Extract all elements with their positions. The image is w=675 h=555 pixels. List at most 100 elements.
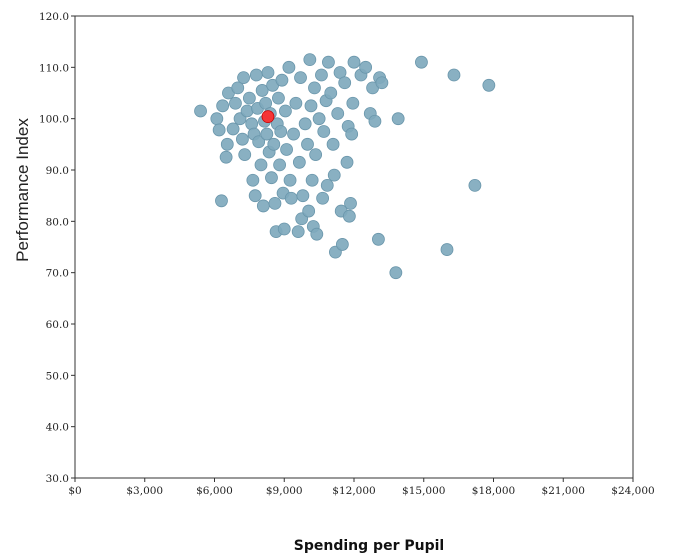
- data-point: [368, 114, 382, 128]
- data-point: [391, 112, 405, 126]
- data-point: [279, 104, 292, 118]
- data-point: [226, 122, 240, 136]
- x-tick-label: $0: [68, 485, 81, 497]
- data-point: [268, 196, 282, 210]
- x-axis-label: Spending per Pupil: [294, 538, 444, 554]
- data-point: [277, 222, 291, 236]
- data-point: [284, 191, 298, 205]
- data-point: [289, 96, 303, 110]
- data-point: [322, 55, 335, 69]
- highlighted-data-point: [261, 110, 275, 124]
- data-point: [248, 189, 262, 203]
- x-tick-label: $18,000: [472, 485, 515, 497]
- data-point: [331, 107, 345, 120]
- x-tick-label: $21,000: [542, 485, 585, 497]
- data-point: [440, 243, 454, 256]
- data-point: [317, 125, 331, 138]
- data-point: [298, 117, 312, 131]
- data-point: [312, 112, 326, 126]
- data-point: [294, 71, 307, 84]
- y-tick-label: 100.0: [39, 114, 69, 126]
- y-tick-label: 60.0: [46, 319, 69, 331]
- data-point: [235, 132, 249, 146]
- data-point: [296, 189, 310, 203]
- data-point: [212, 123, 226, 137]
- data-point: [359, 60, 373, 74]
- data-point: [327, 168, 341, 182]
- y-tick-label: 40.0: [46, 422, 69, 434]
- data-point: [267, 137, 281, 151]
- x-tick-label: $6,000: [196, 485, 233, 497]
- y-axis: 30.0 40.0 50.0 60.0 70.0 80.0 90.0 100.0 110.0 12…: [39, 11, 75, 485]
- y-tick-label: 50.0: [46, 370, 69, 382]
- data-point: [315, 68, 328, 82]
- data-point: [194, 104, 207, 118]
- data-point: [326, 137, 340, 151]
- y-tick-label: 30.0: [46, 473, 69, 485]
- data-point: [372, 232, 385, 246]
- data-point: [310, 227, 324, 241]
- data-point: [231, 81, 245, 95]
- plot-area: [74, 15, 634, 479]
- data-point: [238, 148, 252, 162]
- x-tick-label: $12,000: [332, 485, 375, 497]
- data-point: [316, 191, 330, 205]
- data-point: [237, 71, 250, 84]
- data-point: [261, 66, 275, 79]
- data-point: [304, 99, 318, 113]
- data-point: [275, 73, 289, 87]
- data-point: [229, 96, 242, 110]
- data-point: [256, 199, 270, 213]
- data-point: [242, 91, 256, 105]
- data-point: [249, 68, 263, 82]
- data-point: [274, 125, 288, 138]
- data-point: [344, 196, 357, 210]
- data-point: [282, 60, 296, 74]
- data-point: [302, 204, 316, 218]
- y-tick-label: 90.0: [46, 165, 69, 177]
- data-point: [292, 155, 306, 169]
- data-point: [215, 194, 228, 208]
- data-point: [308, 81, 321, 95]
- data-point: [246, 173, 260, 187]
- data-point: [347, 55, 361, 69]
- data-point: [254, 158, 268, 172]
- data-point: [345, 127, 359, 141]
- data-point: [216, 99, 230, 113]
- data-point: [210, 112, 224, 126]
- y-tick-label: 80.0: [46, 216, 69, 228]
- x-axis: $0 $3,000 $6,000 $9,000 $12,000 $15,000 $18,00…: [68, 478, 655, 497]
- data-point: [338, 76, 352, 90]
- x-tick-label: $3,000: [126, 485, 163, 497]
- y-tick-label: 120.0: [39, 11, 69, 23]
- data-point: [283, 173, 297, 187]
- data-point: [320, 178, 334, 192]
- data-point: [482, 78, 496, 92]
- data-point: [291, 225, 305, 239]
- data-point: [375, 76, 389, 90]
- y-tick-label: 70.0: [46, 268, 69, 280]
- data-point: [219, 150, 233, 164]
- x-tick-label: $15,000: [402, 485, 445, 497]
- data-point: [287, 127, 300, 141]
- x-tick-label: $24,000: [611, 485, 654, 497]
- data-point: [303, 53, 317, 67]
- data-point: [240, 104, 254, 118]
- data-point: [342, 209, 356, 223]
- data-point: [324, 86, 338, 100]
- data-points: [194, 53, 496, 280]
- data-point: [255, 84, 269, 97]
- data-point: [301, 137, 314, 151]
- data-point: [265, 171, 278, 185]
- data-point: [389, 266, 403, 280]
- data-point: [305, 173, 319, 187]
- data-point: [273, 158, 287, 172]
- data-point: [309, 148, 323, 162]
- data-point: [340, 155, 354, 169]
- data-point: [415, 55, 428, 69]
- data-point: [272, 91, 285, 105]
- y-axis-label: Performance Index: [13, 118, 32, 262]
- x-tick-label: $9,000: [266, 485, 303, 497]
- data-point: [280, 143, 293, 156]
